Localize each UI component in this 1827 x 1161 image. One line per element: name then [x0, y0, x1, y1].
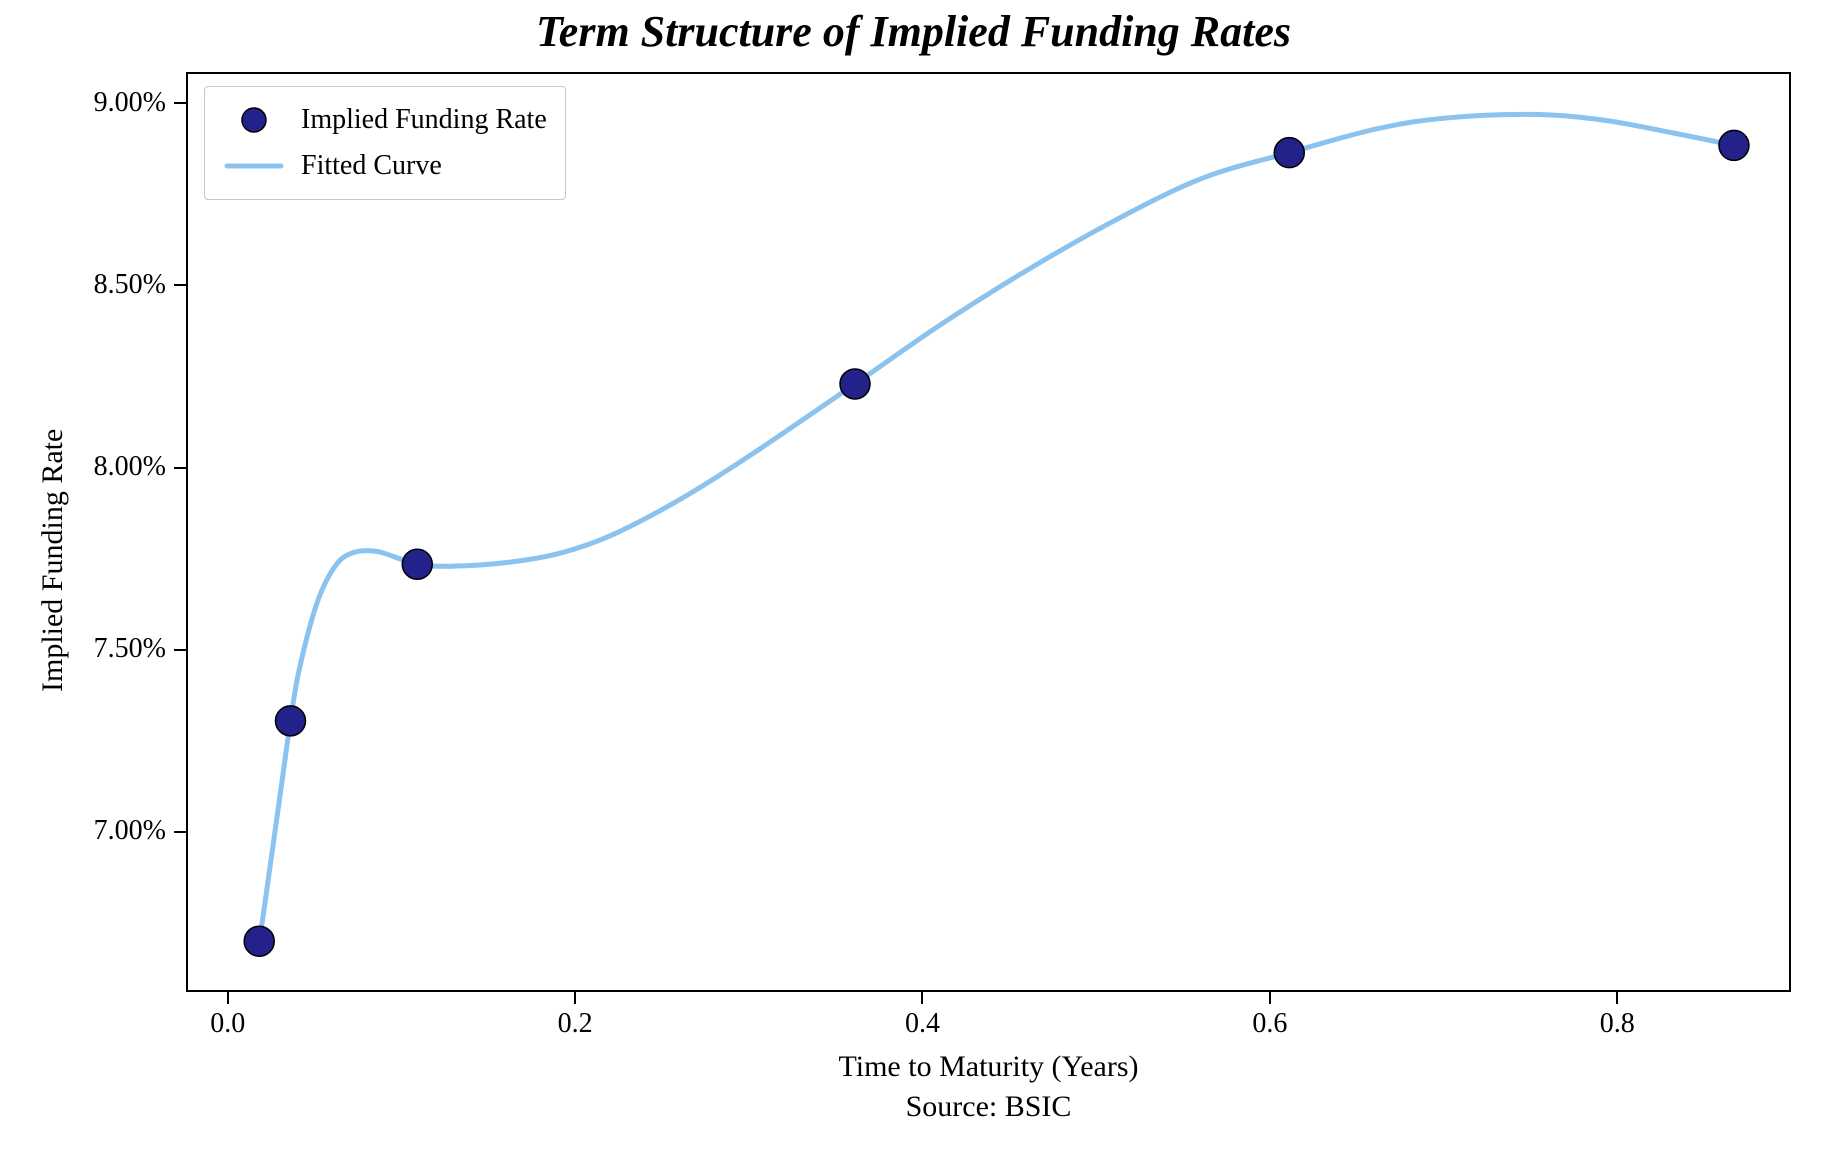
- x-tick-label: 0.2: [535, 1008, 615, 1040]
- x-tick-mark: [921, 992, 923, 1004]
- source-label: Source: BSIC: [186, 1090, 1791, 1124]
- y-tick-label: 7.50%: [46, 633, 166, 665]
- plot-svg: [188, 74, 1793, 994]
- plot-area: [186, 72, 1791, 992]
- legend-scatter-swatch: [223, 97, 285, 143]
- data-point: [1719, 130, 1749, 160]
- y-tick-mark: [174, 102, 186, 104]
- y-tick-mark: [174, 284, 186, 286]
- data-point: [402, 549, 432, 579]
- y-tick-label: 8.00%: [46, 451, 166, 483]
- chart-title: Term Structure of Implied Funding Rates: [0, 6, 1827, 57]
- x-tick-mark: [227, 992, 229, 1004]
- fitted-curve: [259, 114, 1734, 941]
- y-tick-mark: [174, 649, 186, 651]
- chart-canvas: Term Structure of Implied Funding Rates …: [0, 0, 1827, 1161]
- x-tick-label: 0.8: [1577, 1008, 1657, 1040]
- legend: Implied Funding Rate Fitted Curve: [204, 86, 566, 200]
- x-axis-label: Time to Maturity (Years): [186, 1050, 1791, 1084]
- x-tick-label: 0.4: [882, 1008, 962, 1040]
- legend-item-scatter: Implied Funding Rate: [223, 97, 547, 143]
- x-tick-mark: [1616, 992, 1618, 1004]
- data-point: [1274, 138, 1304, 168]
- legend-item-line: Fitted Curve: [223, 143, 547, 189]
- y-tick-label: 8.50%: [46, 269, 166, 301]
- y-tick-label: 7.00%: [46, 815, 166, 847]
- data-point: [275, 706, 305, 736]
- data-point: [840, 369, 870, 399]
- legend-line-label: Fitted Curve: [301, 150, 442, 182]
- y-tick-mark: [174, 831, 186, 833]
- x-tick-label: 0.0: [188, 1008, 268, 1040]
- legend-line-swatch: [223, 143, 285, 189]
- x-tick-label: 0.6: [1230, 1008, 1310, 1040]
- data-point: [244, 926, 274, 956]
- y-tick-label: 9.00%: [46, 87, 166, 119]
- x-tick-mark: [1269, 992, 1271, 1004]
- x-tick-mark: [574, 992, 576, 1004]
- y-tick-mark: [174, 467, 186, 469]
- legend-scatter-label: Implied Funding Rate: [301, 104, 547, 136]
